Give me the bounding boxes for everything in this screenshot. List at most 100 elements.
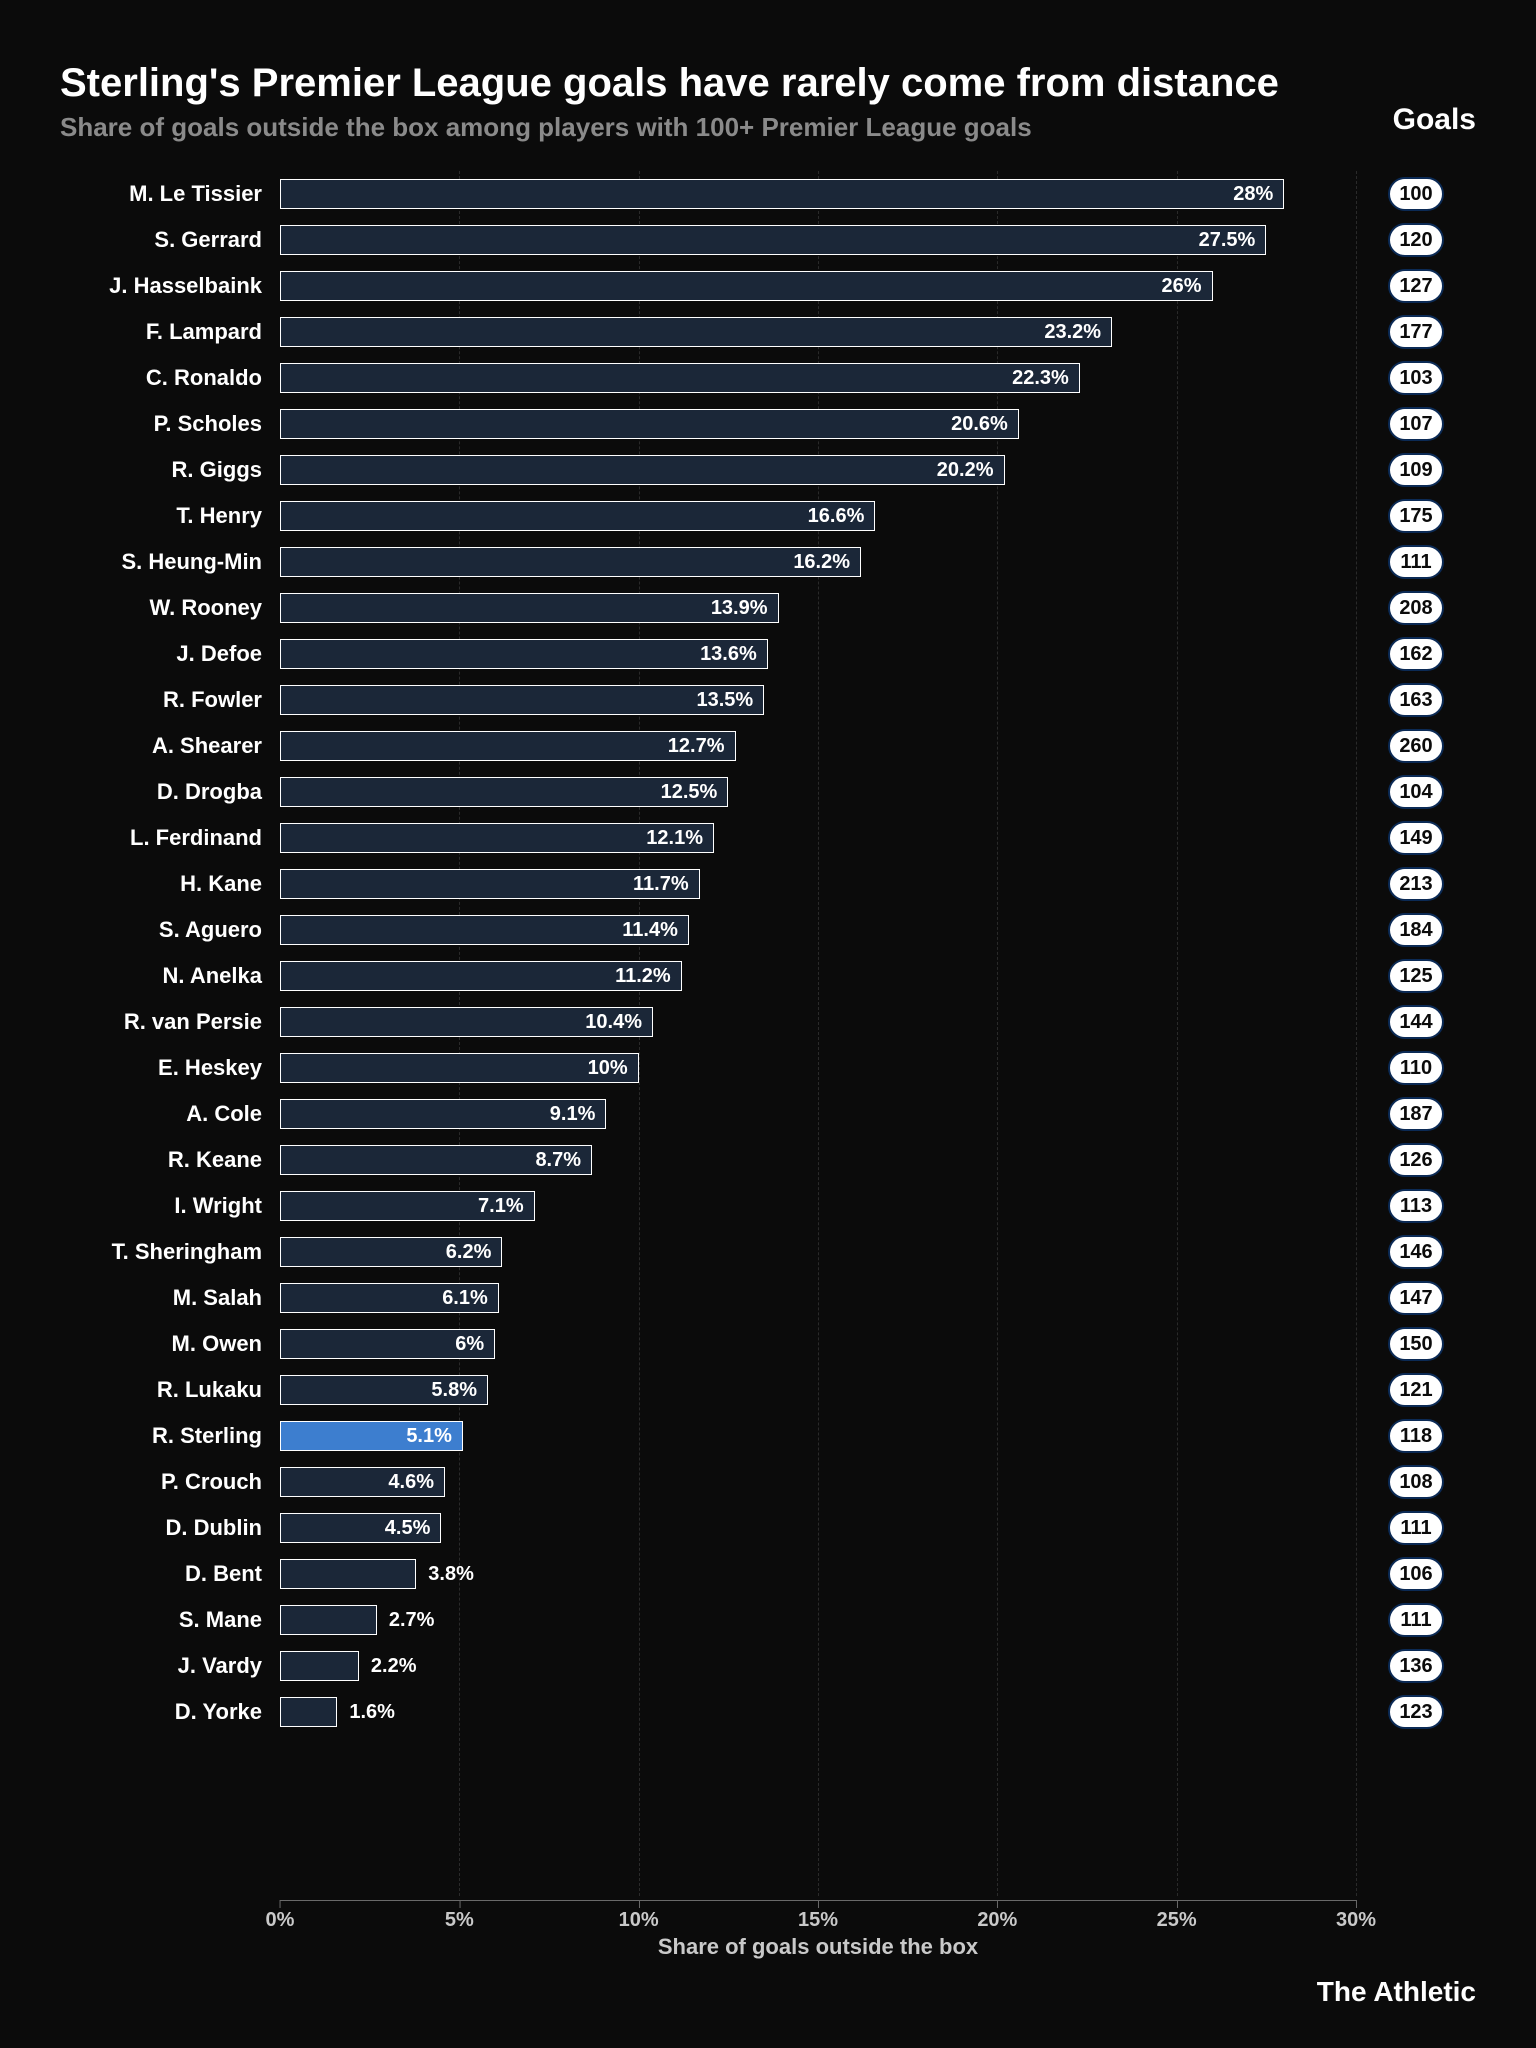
bar-value-label: 2.2% [371, 1655, 417, 1678]
player-name-label: S. Heung-Min [60, 549, 280, 575]
chart-row: T. Sheringham6.2%146 [60, 1229, 1476, 1275]
player-name-label: S. Mane [60, 1607, 280, 1633]
bar-value-label: 11.2% [615, 965, 671, 988]
plot-area: M. Le Tissier28%100S. Gerrard27.5%120J. … [60, 171, 1476, 1896]
bar [280, 1605, 377, 1635]
chart-row: R. Lukaku5.8%121 [60, 1367, 1476, 1413]
goals-badge: 147 [1388, 1281, 1444, 1315]
bar-track: 10% [280, 1045, 1356, 1091]
bar-value-label: 11.4% [622, 919, 678, 942]
bar: 20.6% [280, 409, 1019, 439]
bar-track: 11.4% [280, 907, 1356, 953]
bar-value-label: 10.4% [585, 1011, 642, 1034]
player-name-label: M. Owen [60, 1331, 280, 1357]
chart-row: J. Vardy2.2%136 [60, 1643, 1476, 1689]
player-name-label: R. van Persie [60, 1009, 280, 1035]
goals-badge: 184 [1388, 913, 1444, 947]
bar-value-label: 8.7% [535, 1149, 581, 1172]
bar-value-label: 7.1% [478, 1195, 524, 1218]
goals-badge: 162 [1388, 637, 1444, 671]
goals-cell: 110 [1356, 1051, 1476, 1085]
bar-value-label: 26% [1162, 275, 1202, 298]
player-name-label: P. Crouch [60, 1469, 280, 1495]
player-name-label: S. Aguero [60, 917, 280, 943]
bar-value-label: 11.7% [633, 873, 689, 896]
bar-track: 10.4% [280, 999, 1356, 1045]
chart-frame: Sterling's Premier League goals have rar… [0, 0, 1536, 2048]
goals-cell: 136 [1356, 1649, 1476, 1683]
player-name-label: J. Defoe [60, 641, 280, 667]
chart-row: T. Henry16.6%175 [60, 493, 1476, 539]
bar-value-label: 20.6% [951, 413, 1008, 436]
goals-cell: 150 [1356, 1327, 1476, 1361]
goals-badge: 121 [1388, 1373, 1444, 1407]
player-name-label: R. Sterling [60, 1423, 280, 1449]
goals-badge: 123 [1388, 1695, 1444, 1729]
player-name-label: R. Keane [60, 1147, 280, 1173]
bar-value-label: 3.8% [428, 1563, 474, 1586]
bar-value-label: 4.6% [388, 1471, 434, 1494]
goals-badge: 150 [1388, 1327, 1444, 1361]
goals-badge: 104 [1388, 775, 1444, 809]
player-name-label: D. Drogba [60, 779, 280, 805]
bar-value-label: 13.9% [711, 597, 768, 620]
bar-track: 20.6% [280, 401, 1356, 447]
goals-cell: 163 [1356, 683, 1476, 717]
chart-row: A. Cole9.1%187 [60, 1091, 1476, 1137]
x-axis-spacer-left [60, 1900, 280, 1930]
bar-track: 23.2% [280, 309, 1356, 355]
player-name-label: F. Lampard [60, 319, 280, 345]
goals-cell: 111 [1356, 1603, 1476, 1637]
bar-track: 13.6% [280, 631, 1356, 677]
bar-track: 2.2% [280, 1643, 1356, 1689]
bar-track: 9.1% [280, 1091, 1356, 1137]
chart-row: H. Kane11.7%213 [60, 861, 1476, 907]
goals-cell: 144 [1356, 1005, 1476, 1039]
goals-badge: 177 [1388, 315, 1444, 349]
bar-track: 4.5% [280, 1505, 1356, 1551]
chart-subtitle: Share of goals outside the box among pla… [60, 112, 1356, 143]
bar-track: 3.8% [280, 1551, 1356, 1597]
player-name-label: T. Henry [60, 503, 280, 529]
x-tick: 20% [977, 1901, 1017, 1932]
player-name-label: D. Yorke [60, 1699, 280, 1725]
x-tick: 10% [619, 1901, 659, 1932]
bar-track: 8.7% [280, 1137, 1356, 1183]
bar-track: 5.1% [280, 1413, 1356, 1459]
goals-cell: 106 [1356, 1557, 1476, 1591]
goals-cell: 187 [1356, 1097, 1476, 1131]
player-name-label: P. Scholes [60, 411, 280, 437]
bar [280, 1651, 359, 1681]
bar: 6% [280, 1329, 495, 1359]
bar: 27.5% [280, 225, 1266, 255]
bar-value-label: 27.5% [1199, 229, 1256, 252]
chart-row: D. Drogba12.5%104 [60, 769, 1476, 815]
bar-track: 11.7% [280, 861, 1356, 907]
bar-highlight: 5.1% [280, 1421, 463, 1451]
goals-cell: 120 [1356, 223, 1476, 257]
chart-row: D. Bent3.8%106 [60, 1551, 1476, 1597]
bar: 4.5% [280, 1513, 441, 1543]
bar-track: 1.6% [280, 1689, 1356, 1735]
goals-cell: 111 [1356, 545, 1476, 579]
bar-track: 16.6% [280, 493, 1356, 539]
chart-area: M. Le Tissier28%100S. Gerrard27.5%120J. … [60, 171, 1476, 1960]
bar-value-label: 28% [1233, 183, 1273, 206]
bar-value-label: 20.2% [937, 459, 994, 482]
bar: 23.2% [280, 317, 1112, 347]
bar-track: 26% [280, 263, 1356, 309]
goals-badge: 260 [1388, 729, 1444, 763]
bar: 20.2% [280, 455, 1005, 485]
goals-badge: 110 [1388, 1051, 1444, 1085]
bar: 8.7% [280, 1145, 592, 1175]
header-row: Sterling's Premier League goals have rar… [60, 60, 1476, 143]
bar: 13.9% [280, 593, 779, 623]
chart-row: R. Keane8.7%126 [60, 1137, 1476, 1183]
bar-track: 11.2% [280, 953, 1356, 999]
goals-cell: 260 [1356, 729, 1476, 763]
goals-cell: 213 [1356, 867, 1476, 901]
goals-badge: 213 [1388, 867, 1444, 901]
chart-title: Sterling's Premier League goals have rar… [60, 60, 1356, 106]
goals-badge: 163 [1388, 683, 1444, 717]
player-name-label: M. Salah [60, 1285, 280, 1311]
